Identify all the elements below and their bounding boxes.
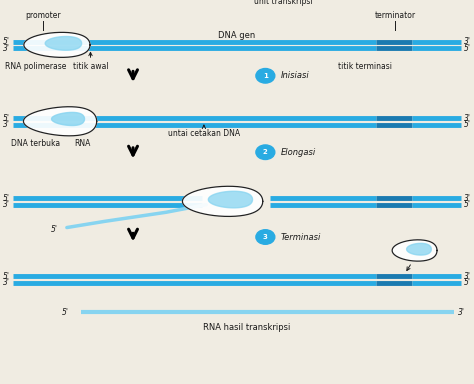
- Polygon shape: [209, 191, 253, 208]
- Text: 5': 5': [464, 278, 471, 287]
- Polygon shape: [52, 113, 84, 126]
- Text: Terminasi: Terminasi: [281, 232, 321, 242]
- Polygon shape: [392, 240, 437, 261]
- Text: RNA: RNA: [74, 139, 91, 149]
- Text: 3': 3': [3, 278, 10, 287]
- Text: 3': 3': [3, 200, 10, 209]
- Text: 3': 3': [464, 272, 471, 281]
- Text: RNA polimerase: RNA polimerase: [5, 61, 67, 71]
- Circle shape: [256, 230, 275, 244]
- Text: 5': 5': [464, 44, 471, 53]
- Text: RNA hasil transkripsi: RNA hasil transkripsi: [203, 323, 290, 332]
- Text: 5': 5': [464, 200, 471, 209]
- Polygon shape: [407, 243, 431, 255]
- Text: 5': 5': [3, 194, 10, 203]
- Polygon shape: [182, 186, 263, 217]
- Text: 3: 3: [263, 234, 268, 240]
- Text: 2: 2: [263, 149, 268, 155]
- Text: unit transkripsi: unit transkripsi: [254, 0, 312, 7]
- Text: terminator: terminator: [375, 11, 416, 20]
- Text: promoter: promoter: [26, 11, 61, 20]
- Text: 3': 3': [3, 120, 10, 129]
- Text: DNA gen: DNA gen: [219, 31, 255, 40]
- Polygon shape: [23, 107, 97, 136]
- Text: titik terminasi: titik terminasi: [337, 61, 392, 71]
- Text: 3': 3': [458, 308, 465, 317]
- Text: 5': 5': [3, 37, 10, 46]
- Text: 3': 3': [464, 194, 471, 203]
- Text: 3': 3': [464, 37, 471, 46]
- Text: 3': 3': [464, 114, 471, 122]
- Text: untai cetakan DNA: untai cetakan DNA: [168, 125, 240, 138]
- Text: 5': 5': [50, 225, 57, 233]
- Text: 5': 5': [62, 308, 69, 317]
- Polygon shape: [24, 32, 90, 57]
- Text: 3': 3': [3, 44, 10, 53]
- Text: titik awal: titik awal: [73, 61, 108, 71]
- Text: Inisiasi: Inisiasi: [281, 71, 309, 80]
- Text: 1: 1: [263, 73, 268, 79]
- Text: DNA terbuka: DNA terbuka: [11, 139, 60, 149]
- Polygon shape: [45, 36, 82, 50]
- Text: 5': 5': [464, 120, 471, 129]
- Circle shape: [256, 145, 275, 159]
- Text: 5': 5': [3, 272, 10, 281]
- Text: Elongasi: Elongasi: [281, 148, 316, 157]
- Circle shape: [256, 68, 275, 83]
- Text: 5': 5': [3, 114, 10, 122]
